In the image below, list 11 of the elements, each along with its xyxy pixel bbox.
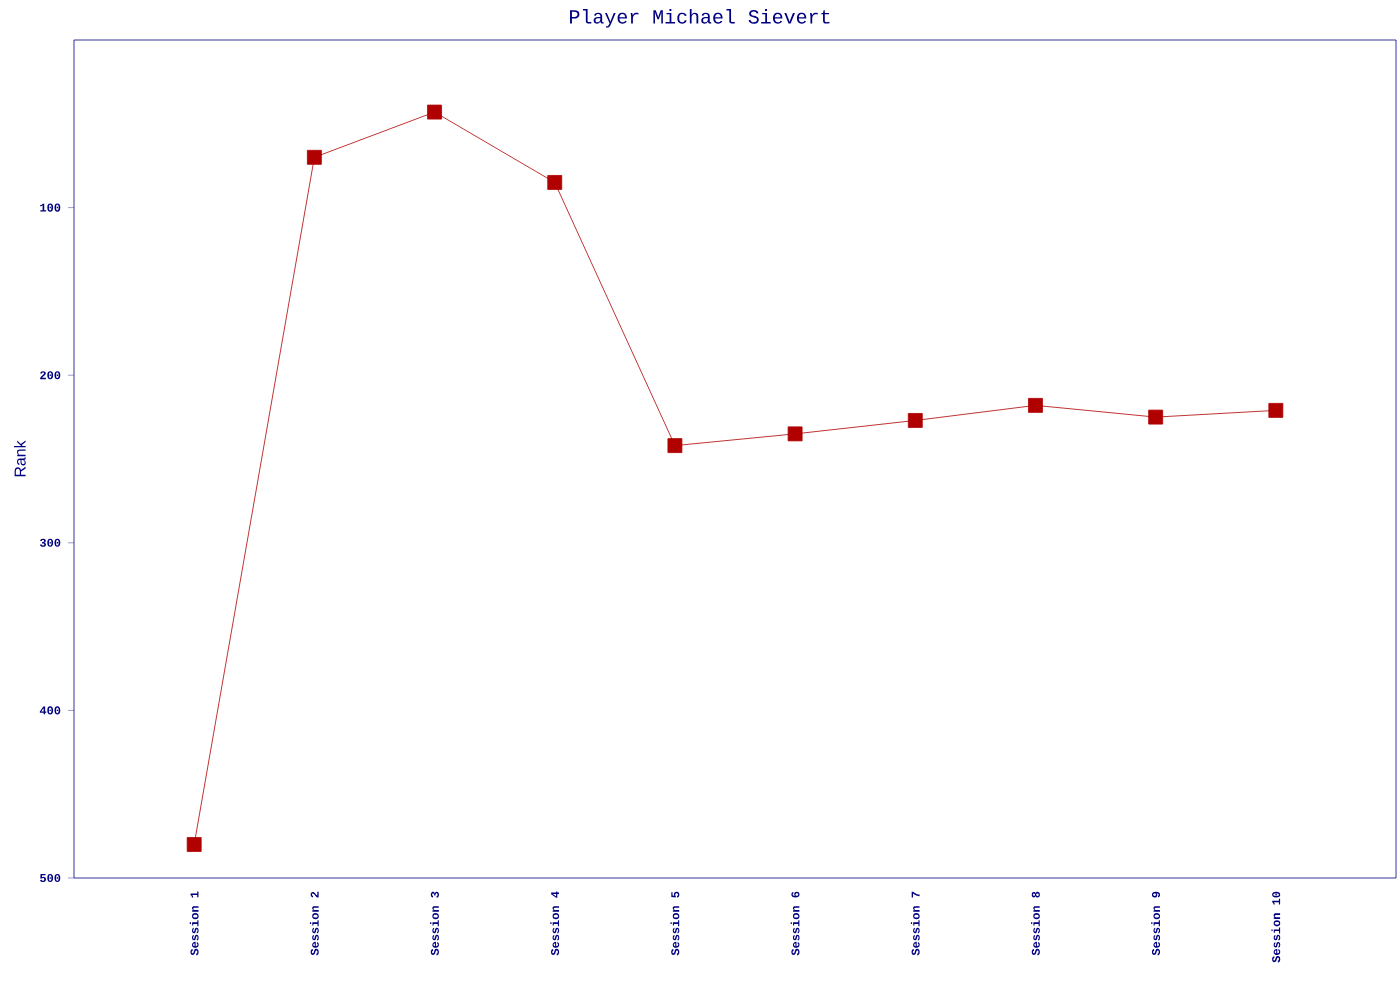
point	[907, 413, 923, 428]
point	[667, 438, 683, 453]
point	[1028, 397, 1043, 413]
point	[1268, 403, 1284, 418]
point	[787, 426, 803, 442]
point	[1148, 409, 1164, 425]
point	[427, 104, 442, 120]
point	[186, 837, 202, 852]
point	[306, 149, 322, 165]
point	[547, 175, 563, 190]
chart-title: Player Michael Sievert	[570, 9, 830, 28]
